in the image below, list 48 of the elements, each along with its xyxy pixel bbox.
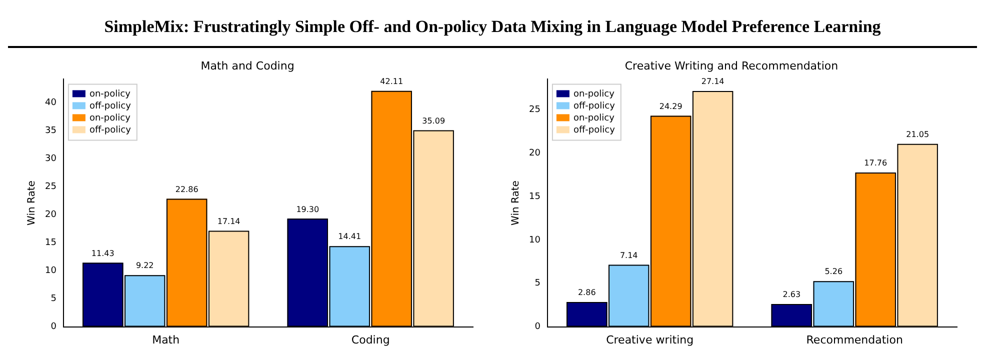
data-label: 2.86 xyxy=(578,288,596,298)
data-label: 17.76 xyxy=(864,158,888,168)
y-tick-label: 0 xyxy=(50,322,56,332)
legend-label: off-policy xyxy=(89,102,132,112)
data-label: 27.14 xyxy=(702,77,725,86)
data-label: 2.63 xyxy=(782,290,801,300)
data-label: 9.22 xyxy=(136,261,154,270)
y-tick-label: 20 xyxy=(44,210,56,220)
y-tick-label: 25 xyxy=(44,182,56,192)
data-label: 21.05 xyxy=(906,130,930,139)
y-tick-label: 5 xyxy=(50,294,56,304)
y-tick-label: 0 xyxy=(534,322,541,332)
legend-label: off-policy xyxy=(574,102,616,112)
y-axis-title: Win Rate xyxy=(510,180,522,226)
legend-label: on-policy xyxy=(89,114,131,124)
data-label: 19.30 xyxy=(296,204,319,214)
data-label: 35.09 xyxy=(422,116,445,126)
data-label: 17.14 xyxy=(217,216,240,226)
data-label: 14.41 xyxy=(338,232,361,242)
chart-title: Math and Coding xyxy=(200,59,294,72)
legend-label: on-policy xyxy=(89,90,131,100)
data-label: 11.43 xyxy=(91,248,114,258)
data-label: 22.86 xyxy=(175,184,198,194)
data-label: 5.26 xyxy=(824,267,843,276)
data-label: 7.14 xyxy=(620,250,638,260)
y-tick-label: 35 xyxy=(44,126,56,136)
x-tick-label: Creative writing xyxy=(606,333,694,346)
y-tick-label: 25 xyxy=(529,104,541,115)
y-tick-label: 40 xyxy=(44,98,56,108)
y-tick-label: 5 xyxy=(534,278,541,289)
legend-label: off-policy xyxy=(89,126,132,136)
data-label: 24.29 xyxy=(660,102,683,111)
data-label: 42.11 xyxy=(380,76,403,86)
y-tick-label: 30 xyxy=(44,154,56,164)
text: SimpleMix: Frustratingly Simple Off- and On-policy Data Mixing in Language Model Preference Learning xyxy=(104,17,881,37)
legend-label: on-policy xyxy=(574,114,616,124)
x-tick-label: Math xyxy=(152,333,180,346)
chart-title: Creative Writing and Recommendation xyxy=(625,59,838,72)
legend-label: off-policy xyxy=(574,126,616,136)
y-tick-label: 15 xyxy=(529,192,541,202)
y-tick-label: 20 xyxy=(529,148,541,158)
x-tick-label: Recommendation xyxy=(806,333,904,346)
x-tick-label: Coding xyxy=(351,333,390,346)
legend-label: on-policy xyxy=(574,90,616,100)
y-tick-label: 15 xyxy=(44,238,56,248)
y-tick-label: 10 xyxy=(529,235,541,246)
y-tick-label: 10 xyxy=(44,266,56,276)
y-axis-title: Win Rate xyxy=(26,180,38,226)
